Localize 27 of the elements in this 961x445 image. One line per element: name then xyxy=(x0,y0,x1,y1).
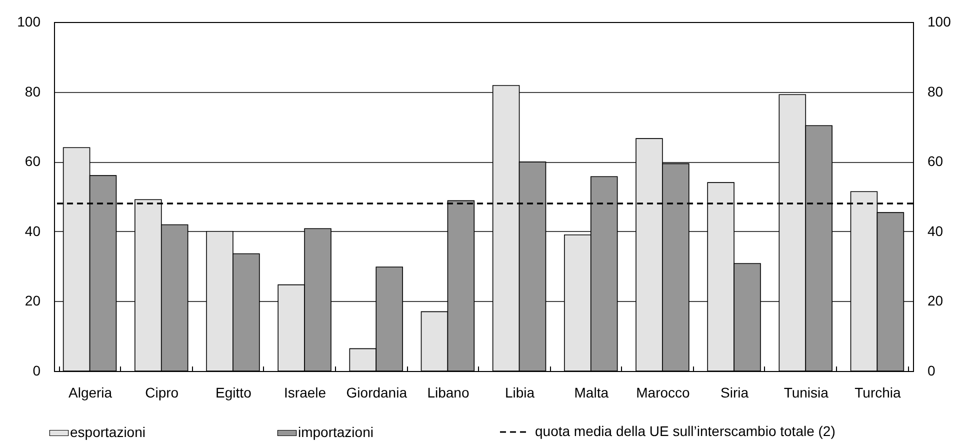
x-tick-label: Turchia xyxy=(854,384,901,400)
x-tick-label: Tunisia xyxy=(784,384,829,400)
y-tick-label: 80 xyxy=(24,83,41,100)
x-tick-label: Libia xyxy=(504,384,535,400)
y2-tick-label: 40 xyxy=(928,222,944,239)
y2-tick-label: 20 xyxy=(928,292,944,309)
y2-tick-label: 100 xyxy=(928,14,952,30)
x-tick-label: Siria xyxy=(720,384,749,400)
x-tick-label: Egitto xyxy=(216,384,252,400)
y2-tick-label: 80 xyxy=(928,83,944,100)
x-tick-label: Giordania xyxy=(346,384,408,400)
y-tick-label: 0 xyxy=(32,362,41,378)
y2-tick-label: 0 xyxy=(928,362,936,378)
x-tick-label: Cipro xyxy=(145,384,179,400)
legend-label: importazioni xyxy=(298,424,374,440)
legend-label: quota media della UE sull’interscambio totale (2) xyxy=(535,423,836,439)
x-tick-label: Marocco xyxy=(636,384,690,400)
y-tick-label: 20 xyxy=(24,292,41,309)
x-tick-label: Israele xyxy=(284,384,326,400)
y-tick-label: 40 xyxy=(24,222,41,239)
x-tick-label: Malta xyxy=(574,384,609,400)
y-tick-label: 60 xyxy=(24,153,41,170)
x-tick-label: Libano xyxy=(427,384,470,400)
y2-tick-label: 60 xyxy=(928,153,944,170)
y-tick-label: 100 xyxy=(17,14,41,30)
x-tick-label: Algeria xyxy=(68,384,112,400)
legend-label: esportazioni xyxy=(70,424,146,440)
